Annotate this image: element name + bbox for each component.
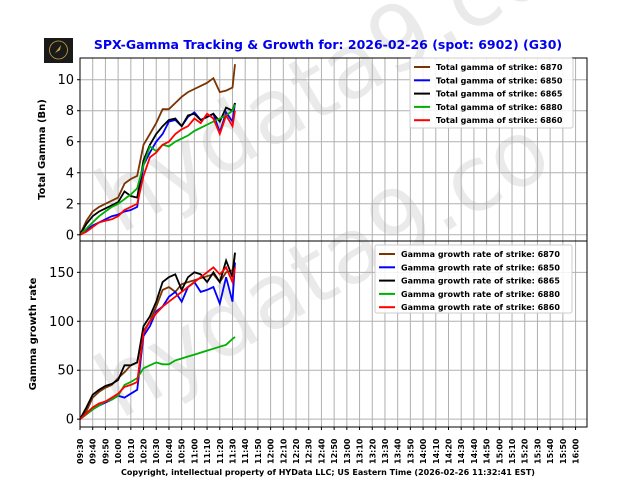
x-tick-label: 13:50 [406, 438, 415, 464]
x-tick-label: 14:50 [483, 438, 492, 464]
legend-entry: Total gamma of strike: 6850 [436, 76, 563, 85]
x-tick-label: 11:10 [203, 438, 212, 464]
legend-entry: Gamma growth rate of strike: 6865 [401, 277, 560, 286]
x-tick-label: 12:40 [317, 438, 326, 464]
x-tick-label: 11:40 [241, 438, 250, 464]
y-axis-label: Total Gamma (Bn) [37, 99, 48, 200]
legend-entry: Total gamma of strike: 6880 [436, 103, 563, 112]
legend-entry: Total gamma of strike: 6870 [436, 63, 563, 72]
y-tick-label: 10 [57, 73, 74, 88]
y-axis-label: Gamma growth rate [28, 277, 39, 390]
y-tick-label: 0 [66, 228, 74, 243]
x-tick-label: 12:20 [292, 438, 301, 464]
panel-1: 0 2 4 6 8 10 Total Gamma (Bn) Total gamma of st… [37, 57, 588, 243]
x-tick-label: 13:10 [356, 438, 365, 464]
logo [44, 38, 73, 63]
x-tick-label: 14:00 [419, 438, 428, 464]
x-tick-label: 09:30 [76, 438, 85, 464]
x-tick-label: 11:00 [190, 438, 199, 464]
x-tick-label: 14:10 [432, 438, 441, 464]
x-tick-label: 14:40 [470, 438, 479, 464]
legend-entry: Gamma growth rate of strike: 6860 [401, 303, 560, 312]
series-line-6865 [79, 252, 236, 420]
x-tick-label: 14:20 [444, 438, 453, 464]
y-tick-label: 150 [49, 266, 74, 281]
panel-2: 09:30 09:40 09:50 10:00 10:10 10:20 10:30 10:40… [28, 240, 588, 464]
legend-entry: Total gamma of strike: 6860 [436, 116, 563, 125]
x-tick-label: 12:30 [305, 438, 314, 464]
y-tick-label: 6 [66, 135, 74, 150]
x-tick-label: 13:20 [368, 438, 377, 464]
x-tick-label: 10:50 [178, 438, 187, 464]
x-tick-label: 11:30 [228, 438, 237, 464]
x-tick-label: 13:40 [394, 438, 403, 464]
x-tick-label: 14:30 [457, 438, 466, 464]
legend: Gamma growth rate of strike: 6870 Gamma g… [374, 244, 573, 314]
y-tick-label: 100 [49, 315, 74, 330]
x-tick-label: 15:30 [533, 438, 542, 464]
x-tick-label: 10:20 [140, 438, 149, 464]
x-tick-label: 10:40 [165, 438, 174, 464]
x-tick-label: 12:10 [279, 438, 288, 464]
x-tick-label: 10:10 [127, 438, 136, 464]
x-tick-label: 09:50 [101, 438, 110, 464]
x-tick-label: 16:00 [572, 438, 581, 464]
legend-box [374, 244, 573, 314]
series-line-6860 [79, 265, 236, 420]
copyright-footer: Copyright, intellectual property of HYDa… [121, 468, 535, 477]
y-tick-label: 4 [66, 166, 74, 181]
series-line-6860 [79, 110, 236, 236]
legend-box [409, 57, 574, 129]
x-tick-label: 12:50 [330, 438, 339, 464]
x-tick-label: 15:00 [495, 438, 504, 464]
legend-entry: Gamma growth rate of strike: 6850 [401, 263, 560, 272]
chart-title: SPX-Gamma Tracking & Growth for: 2026-02… [94, 37, 562, 52]
y-tick-label: 2 [66, 197, 74, 212]
x-tick-label: 13:00 [343, 438, 352, 464]
x-tick-label: 12:00 [267, 438, 276, 464]
x-tick-label: 10:30 [152, 438, 161, 464]
legend-entry: Total gamma of strike: 6865 [436, 90, 563, 99]
x-tick-label: 15:50 [559, 438, 568, 464]
x-tick-label: 09:40 [89, 438, 98, 464]
legend-entry: Gamma growth rate of strike: 6880 [401, 290, 560, 299]
y-tick-label: 8 [66, 104, 74, 119]
legend-entry: Gamma growth rate of strike: 6870 [401, 250, 560, 259]
axes-frame [79, 240, 588, 428]
x-tick-label: 13:30 [381, 438, 390, 464]
series-line-6870 [79, 64, 236, 236]
x-tick-label: 15:10 [508, 438, 517, 464]
y-tick-label: 0 [66, 413, 74, 428]
x-tick-label: 11:20 [216, 438, 225, 464]
y-tick-label: 50 [57, 364, 74, 379]
x-tick-label: 10:00 [114, 438, 123, 464]
legend: Total gamma of strike: 6870 Total gamma o… [409, 57, 574, 129]
x-tick-label: 15:40 [546, 438, 555, 464]
series-line-6865 [79, 102, 236, 236]
x-tick-label: 11:50 [254, 438, 263, 464]
x-tick-label: 15:20 [521, 438, 530, 464]
